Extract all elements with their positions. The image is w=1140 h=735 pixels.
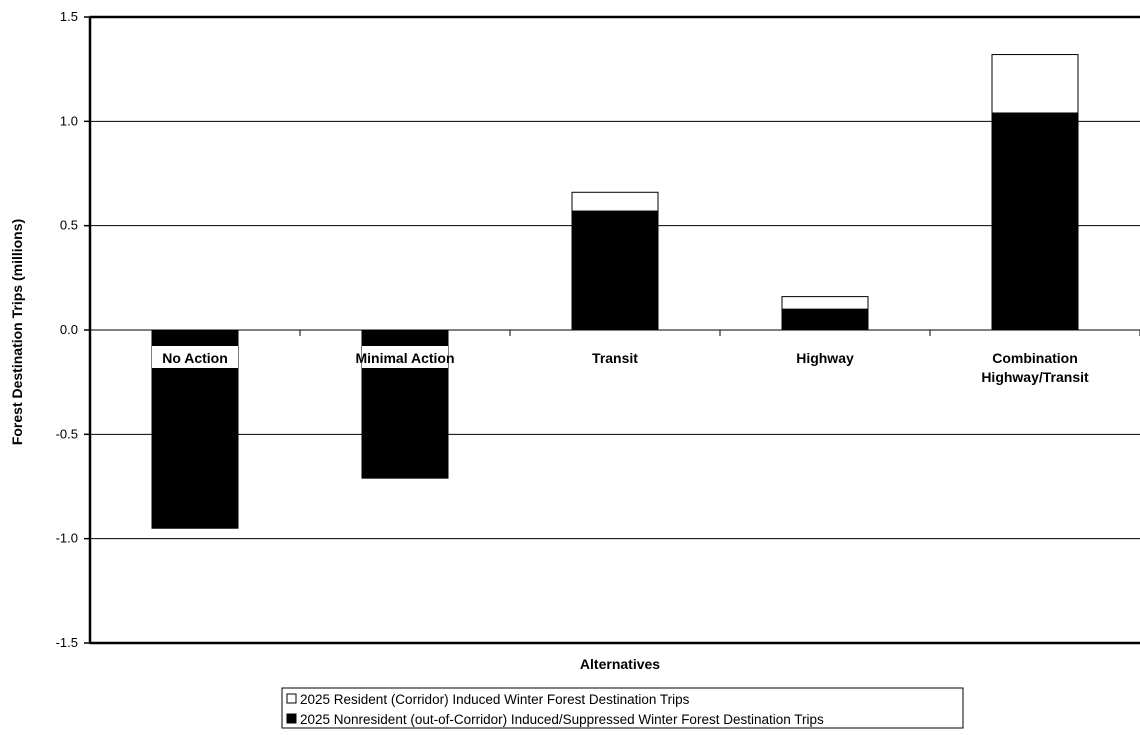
y-tick-label: -1.5 xyxy=(56,635,78,650)
category-labels: No Action Minimal Action Transit Highway Com… xyxy=(152,346,1089,385)
bar-segment xyxy=(781,296,869,310)
legend-entry-resident: 2025 Resident (Corridor) Induced Winter … xyxy=(300,692,690,707)
category-label-background xyxy=(152,346,238,368)
category-label-line: Minimal Action xyxy=(355,350,454,366)
y-tick-label: 1.5 xyxy=(60,9,78,24)
bar-segment xyxy=(781,308,869,331)
y-axis-title: Forest Destination Trips (millions) xyxy=(9,219,25,445)
category-label-line: Highway/Transit xyxy=(981,369,1089,385)
y-tick-label: 1.0 xyxy=(60,113,78,128)
legend-entry-nonresident: 2025 Nonresident (out-of-Corridor) Induc… xyxy=(300,712,824,727)
legend-swatch-nonresident xyxy=(286,713,297,724)
category-label: Transit xyxy=(592,350,638,366)
bar-segment xyxy=(991,54,1079,114)
y-tick-label: 0.0 xyxy=(60,322,78,337)
y-tick-labels: -1.5 -1.0 -0.5 0.0 0.5 1.0 1.5 xyxy=(56,9,78,650)
category-label-line: Transit xyxy=(592,350,638,366)
axes xyxy=(84,15,1140,645)
bar-segment xyxy=(571,191,659,212)
category-label: Combination Highway/Transit xyxy=(981,350,1089,385)
category-label-line: Combination xyxy=(992,350,1078,366)
y-tick-label: -0.5 xyxy=(56,426,78,441)
category-label: No Action xyxy=(162,350,228,366)
legend: 2025 Resident (Corridor) Induced Winter … xyxy=(281,687,964,729)
y-tick-label: -1.0 xyxy=(56,531,78,546)
y-tick-label: 0.5 xyxy=(60,218,78,233)
legend-swatch-resident xyxy=(286,693,297,704)
x-axis-title: Alternatives xyxy=(580,656,660,672)
category-label-background xyxy=(362,346,448,368)
category-label: Minimal Action xyxy=(355,350,454,366)
category-label-line: Highway xyxy=(796,350,854,366)
legend-box xyxy=(281,687,964,729)
bar-segment xyxy=(991,112,1079,331)
bars xyxy=(151,54,1079,529)
category-label: Highway xyxy=(796,350,854,366)
category-label-line: No Action xyxy=(162,350,228,366)
bar-segment xyxy=(571,210,659,331)
